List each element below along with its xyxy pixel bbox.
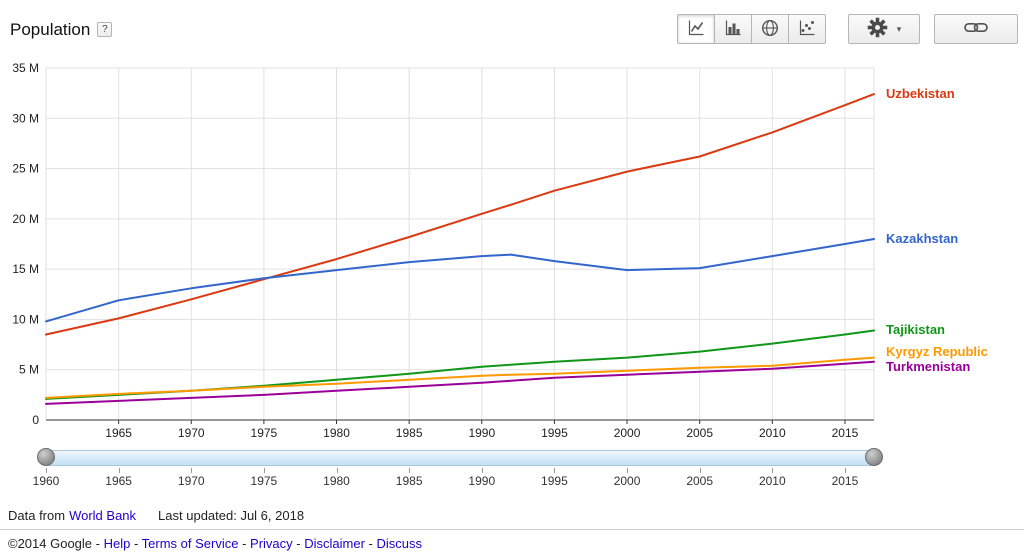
y-tick-label: 25 M — [12, 162, 39, 176]
slider-tick — [627, 468, 629, 473]
x-tick-label: 1990 — [468, 426, 495, 440]
footer-separator: - — [364, 536, 377, 551]
slider-tick — [263, 468, 265, 473]
footer-separator: - — [292, 536, 305, 551]
series-label-kazakhstan[interactable]: Kazakhstan — [886, 230, 959, 246]
help-button[interactable]: ? — [97, 22, 113, 37]
series-line-uzbekistan[interactable] — [45, 93, 875, 336]
source-link-world-bank[interactable]: World Bank — [69, 508, 137, 523]
bar-chart-icon — [723, 18, 743, 41]
footer-link-terms-of-service[interactable]: Terms of Service — [141, 536, 239, 551]
scatter-chart-icon — [797, 18, 817, 41]
y-tick-label: 0 — [32, 413, 39, 427]
footer-separator: - — [130, 536, 142, 551]
slider-year-label: 1960 — [32, 474, 60, 488]
slider-year-label: 1995 — [541, 474, 568, 488]
footer-divider — [0, 529, 1024, 530]
footer-link-help[interactable]: Help — [103, 536, 131, 551]
slider-tick — [772, 468, 774, 473]
line-chart-icon — [686, 18, 706, 41]
source-prefix: Data from — [8, 508, 66, 523]
x-tick-label: 1970 — [178, 426, 205, 440]
x-tick-label: 1965 — [105, 426, 132, 440]
footer-separator: - — [92, 536, 104, 551]
header: Population? — [10, 20, 113, 40]
toolbar: ▾ — [677, 14, 1018, 44]
y-tick-label: 10 M — [12, 312, 39, 326]
slider-year-label: 2005 — [686, 474, 714, 488]
chart-type-bar-button[interactable] — [714, 14, 752, 44]
slider-year-label: 2015 — [831, 474, 859, 488]
page-title: Population — [10, 20, 91, 39]
chart-type-line-button[interactable] — [677, 14, 715, 44]
population-chart[interactable]: 0 5 M 10 M 15 M 20 M 25 M 30 M 35 M 1965 1970 1975… — [8, 58, 888, 446]
series-line-kazakhstan[interactable] — [45, 238, 875, 323]
footer-separator: - — [238, 536, 251, 551]
footer-link-privacy[interactable]: Privacy — [250, 536, 293, 551]
slider-year-label: 1980 — [323, 474, 350, 488]
x-tick-label: 2015 — [832, 426, 859, 440]
slider-year-label: 1990 — [468, 474, 496, 488]
chevron-down-icon: ▾ — [896, 23, 902, 34]
slider-year-label: 2010 — [758, 474, 786, 488]
slider-tick — [699, 468, 701, 473]
x-tick-label: 1995 — [541, 426, 568, 440]
series-label-tajikistan[interactable]: Tajikistan — [886, 322, 946, 338]
footer: ©2014 Google - Help - Terms of Service -… — [8, 536, 422, 551]
gear-icon — [867, 17, 888, 41]
series-line-kyrgyz-republic[interactable] — [45, 356, 875, 399]
slider-tick — [118, 468, 120, 473]
y-tick-label: 20 M — [12, 212, 39, 226]
time-slider-left-handle[interactable] — [37, 448, 55, 466]
chart-type-scatter-button[interactable] — [788, 14, 826, 44]
y-tick-label: 30 M — [12, 111, 39, 125]
x-tick-label: 1975 — [251, 426, 278, 440]
slider-tick — [46, 468, 47, 473]
series-label-uzbekistan[interactable]: Uzbekistan — [886, 86, 955, 102]
footer-link-disclaimer[interactable]: Disclaimer — [304, 536, 365, 551]
slider-tick — [191, 468, 193, 473]
slider-year-label: 1975 — [250, 474, 278, 488]
y-tick-label: 5 M — [19, 363, 39, 377]
x-tick-label: 1980 — [323, 426, 350, 440]
globe-icon — [760, 18, 780, 41]
slider-tick — [336, 468, 338, 473]
series-labels: Uzbekistan Kazakhstan Tajikistan Kyrgyz Rep… — [886, 58, 1022, 438]
slider-year-label: 1985 — [395, 474, 423, 488]
link-icon — [964, 21, 988, 37]
time-slider-track[interactable] — [46, 450, 874, 466]
slider-tick — [844, 468, 846, 473]
slider-year-label: 1965 — [105, 474, 132, 488]
slider-year-label: 1970 — [177, 474, 205, 488]
x-tick-label: 2005 — [686, 426, 713, 440]
chart-type-switcher — [677, 14, 826, 44]
y-tick-label: 15 M — [12, 262, 39, 276]
y-tick-label: 35 M — [12, 61, 39, 75]
copyright: ©2014 Google — [8, 536, 93, 551]
slider-year-label: 2000 — [613, 474, 641, 488]
share-link-button[interactable] — [934, 14, 1018, 44]
series-line-turkmenistan[interactable] — [45, 360, 875, 405]
series-line-tajikistan[interactable] — [45, 329, 875, 400]
series-label-turkmenistan[interactable]: Turkmenistan — [886, 359, 971, 375]
last-updated: Last updated: Jul 6, 2018 — [158, 508, 305, 523]
x-tick-label: 2000 — [614, 426, 641, 440]
slider-tick — [481, 468, 483, 473]
source-line: Data from World Bank Last updated: Jul 6, … — [8, 508, 304, 523]
settings-button[interactable]: ▾ — [848, 14, 920, 44]
slider-tick — [554, 468, 556, 473]
chart-type-map-button[interactable] — [751, 14, 789, 44]
footer-link-discuss[interactable]: Discuss — [376, 536, 422, 551]
x-tick-label: 2010 — [759, 426, 786, 440]
slider-tick — [409, 468, 411, 473]
time-slider-right-handle[interactable] — [865, 448, 883, 466]
series-label-kyrgyz-republic[interactable]: Kyrgyz Republic — [886, 344, 988, 360]
x-tick-label: 1985 — [396, 426, 423, 440]
